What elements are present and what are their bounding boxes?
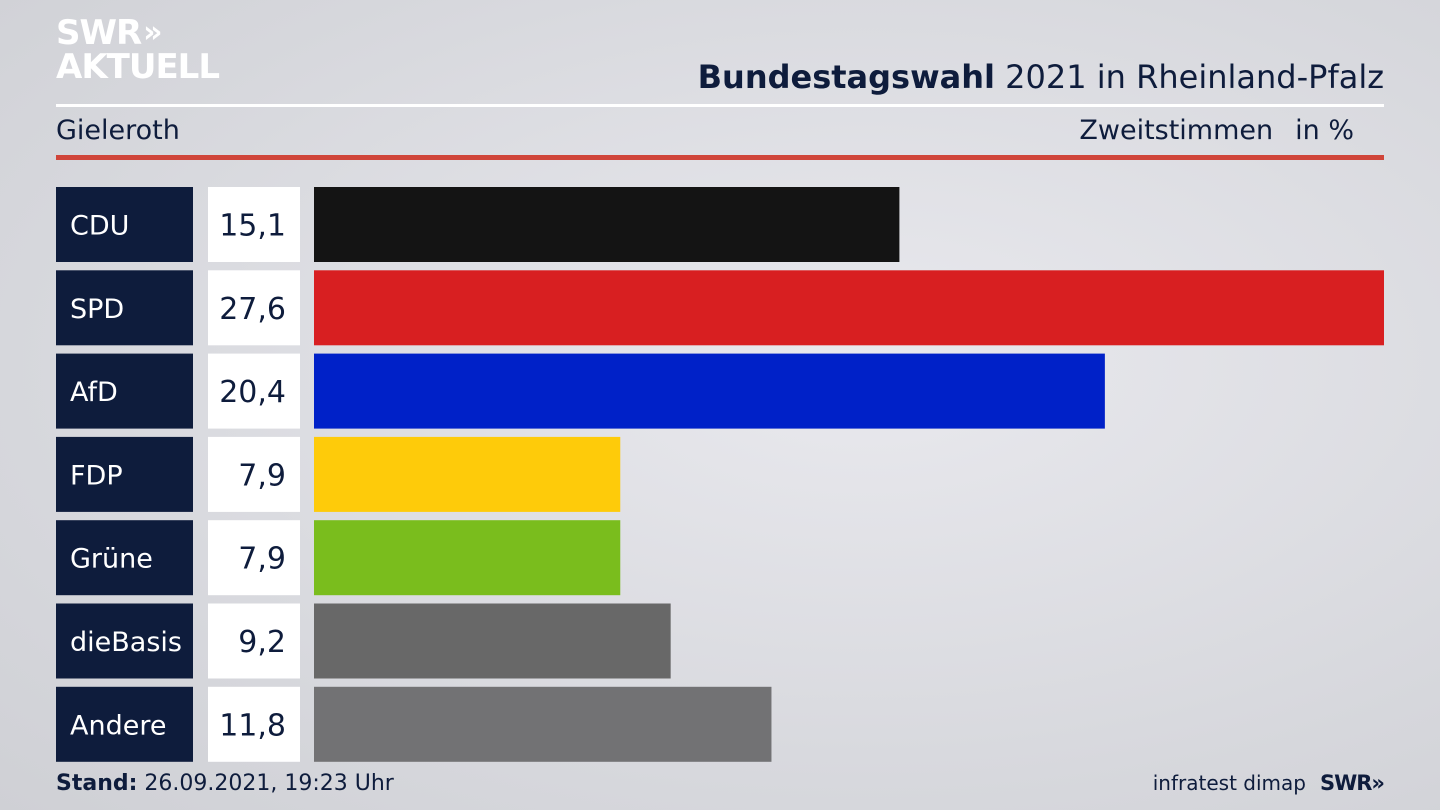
value-label-box	[208, 436, 300, 512]
measure-text: Zweitstimmen	[1079, 115, 1274, 146]
bar-spd	[314, 270, 1384, 346]
value-label-box	[208, 603, 300, 679]
bar-row-diebasis: dieBasis 9,2	[56, 603, 671, 679]
value-label-box	[208, 187, 300, 262]
party-label-box	[56, 270, 193, 346]
party-label: dieBasis	[70, 627, 182, 658]
value-label-box	[208, 520, 300, 596]
party-label: CDU	[70, 211, 129, 242]
unit-text: in %	[1295, 115, 1354, 146]
timestamp-label: Stand:	[56, 771, 138, 796]
party-label-box	[56, 353, 193, 429]
party-label: AfD	[70, 377, 118, 408]
bar-cdu	[314, 187, 900, 262]
bar-row-andere: Andere 11,8	[56, 686, 772, 762]
bar-andere	[314, 686, 772, 762]
bar-row-afd: AfD 20,4	[56, 353, 1105, 429]
location-label: Gieleroth	[56, 115, 180, 146]
bar-row-spd: SPD 27,6	[56, 270, 1384, 346]
header-divider	[56, 104, 1384, 107]
source-text: infratest dimap	[1152, 771, 1306, 795]
party-label-box	[56, 686, 193, 762]
value-label-box	[208, 270, 300, 346]
bar-afd	[314, 353, 1105, 429]
bar-diebasis	[314, 603, 671, 679]
party-label-box	[56, 187, 193, 262]
bar-fdp	[314, 436, 621, 512]
bar-row-gr-ne: Grüne 7,9	[56, 520, 621, 596]
value-label: 7,9	[238, 542, 286, 577]
party-label-box	[56, 603, 193, 679]
chart-title: Bundestagswahl 2021 in Rheinland-Pfalz	[698, 58, 1384, 96]
value-label: 20,4	[219, 375, 286, 410]
logo-swr-text: SWR	[56, 13, 142, 53]
party-label: Andere	[70, 710, 166, 741]
bar-row-fdp: FDP 7,9	[56, 436, 621, 512]
timestamp: Stand: 26.09.2021, 19:23 Uhr	[56, 771, 394, 796]
swr-footer-chevron-icon: »	[1371, 771, 1385, 795]
source-credit: infratest dimap SWR»	[1152, 771, 1385, 795]
logo-aktuell-text: AKTUELL	[56, 47, 220, 87]
swr-footer-text: SWR	[1319, 771, 1372, 795]
swr-aktuell-logo: SWR » AKTUELL	[56, 13, 220, 87]
value-label: 15,1	[219, 209, 286, 244]
bar-row-cdu: CDU 15,1	[56, 187, 900, 262]
value-label-box	[208, 686, 300, 762]
party-label: SPD	[70, 294, 124, 325]
timestamp-value: 26.09.2021, 19:23 Uhr	[137, 771, 394, 796]
value-label: 27,6	[219, 292, 286, 327]
bar-gr-ne	[314, 520, 621, 596]
accent-divider	[56, 155, 1384, 160]
swr-footer-logo: SWR»	[1319, 771, 1385, 795]
chart-title-rest: 2021 in Rheinland-Pfalz	[995, 58, 1384, 96]
value-label: 11,8	[219, 708, 286, 743]
value-label: 9,2	[238, 625, 286, 660]
party-label-box	[56, 436, 193, 512]
party-label: Grüne	[70, 544, 153, 575]
measure-label: Zweitstimmen in %	[1079, 115, 1354, 146]
party-label-box	[56, 520, 193, 596]
value-label: 7,9	[238, 458, 286, 493]
chart-title-bold: Bundestagswahl	[697, 58, 995, 96]
value-label-box	[208, 353, 300, 429]
party-label: FDP	[70, 460, 123, 491]
